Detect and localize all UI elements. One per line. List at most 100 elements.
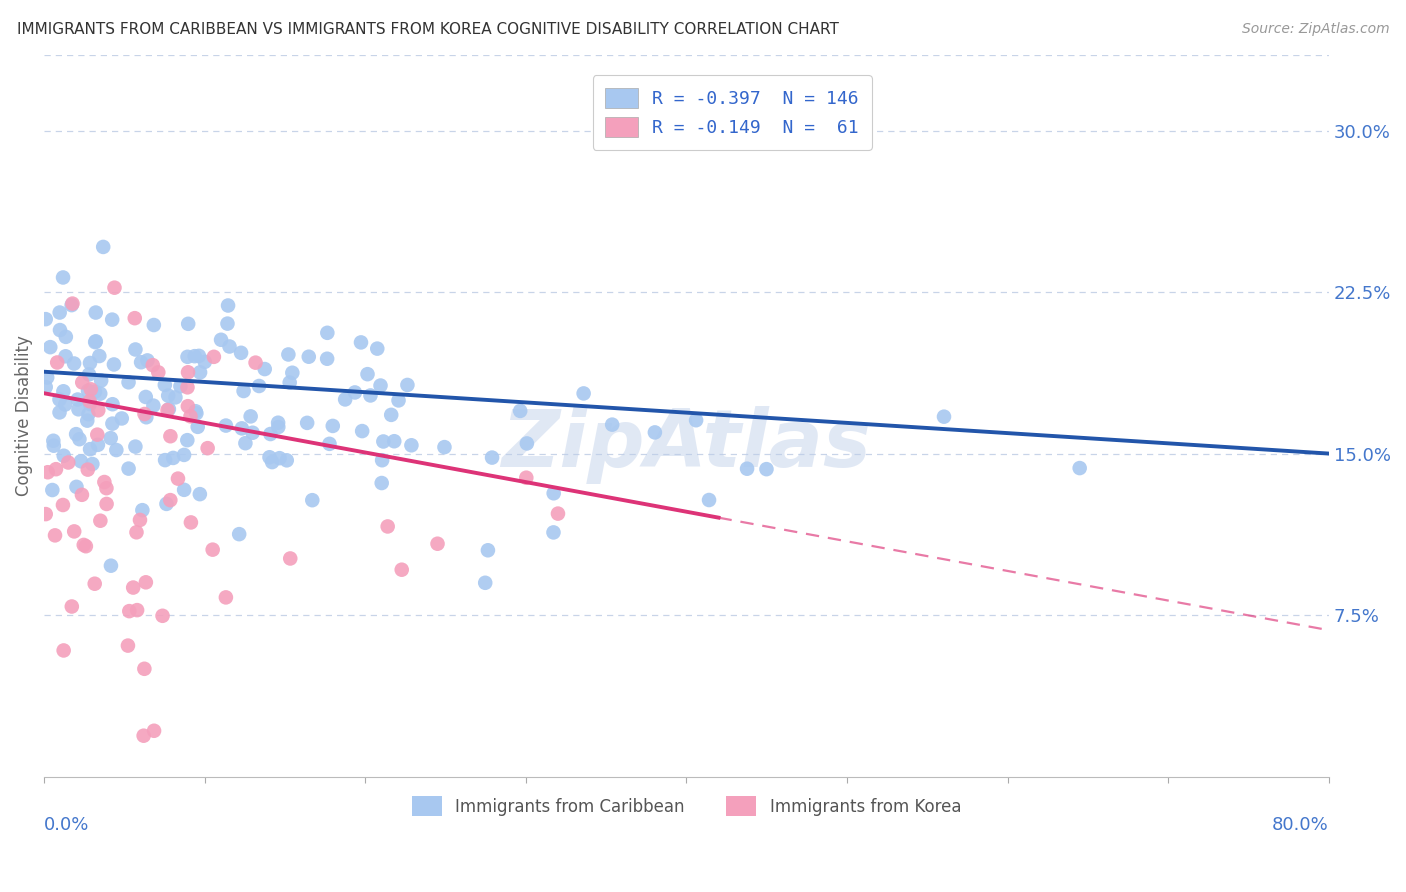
Point	[179, 409, 201, 424]
Point	[735, 461, 758, 475]
Point	[69, 432, 91, 446]
Point	[122, 581, 145, 595]
Point	[118, 604, 141, 618]
Point	[188, 365, 211, 379]
Point	[67, 402, 90, 417]
Point	[46, 355, 69, 369]
Point	[197, 441, 219, 455]
Point	[55, 349, 77, 363]
Point	[352, 424, 374, 438]
Point	[373, 434, 395, 449]
Point	[65, 427, 87, 442]
Point	[295, 416, 318, 430]
Point	[167, 472, 190, 486]
Point	[173, 448, 195, 462]
Point	[932, 409, 955, 424]
Point	[52, 498, 75, 512]
Point	[600, 417, 623, 432]
Point	[359, 388, 381, 402]
Point	[103, 281, 125, 295]
Point	[159, 429, 181, 443]
Point	[644, 425, 666, 440]
Point	[245, 356, 267, 370]
Point	[77, 384, 100, 398]
Point	[77, 407, 100, 421]
Text: Source: ZipAtlas.com: Source: ZipAtlas.com	[1241, 22, 1389, 37]
Point	[474, 575, 496, 590]
Point	[188, 487, 211, 501]
Point	[42, 434, 65, 448]
Point	[142, 318, 165, 332]
Point	[48, 405, 70, 419]
Point	[135, 575, 157, 590]
Point	[52, 643, 75, 657]
Y-axis label: Cognitive Disability: Cognitive Disability	[15, 335, 32, 496]
Point	[217, 317, 239, 331]
Point	[685, 413, 707, 427]
Point	[202, 350, 225, 364]
Point	[176, 350, 198, 364]
Text: IMMIGRANTS FROM CARIBBEAN VS IMMIGRANTS FROM KOREA COGNITIVE DISABILITY CORRELAT: IMMIGRANTS FROM CARIBBEAN VS IMMIGRANTS …	[17, 22, 839, 37]
Point	[117, 461, 139, 475]
Point	[96, 481, 118, 495]
Point	[124, 311, 146, 326]
Point	[298, 350, 321, 364]
Point	[80, 382, 103, 396]
Point	[124, 343, 146, 357]
Point	[201, 542, 224, 557]
Point	[129, 355, 152, 369]
Point	[239, 409, 262, 424]
Point	[52, 270, 75, 285]
Point	[481, 450, 503, 465]
Point	[70, 488, 93, 502]
Point	[242, 425, 264, 440]
Point	[232, 384, 254, 398]
Point	[90, 374, 112, 388]
Point	[278, 376, 301, 390]
Point	[44, 528, 66, 542]
Point	[124, 440, 146, 454]
Point	[101, 312, 124, 326]
Point	[153, 453, 176, 467]
Point	[35, 380, 58, 394]
Point	[100, 558, 122, 573]
Point	[276, 453, 298, 467]
Point	[177, 365, 200, 379]
Point	[35, 507, 58, 521]
Point	[76, 462, 98, 476]
Point	[515, 471, 537, 485]
Text: 80.0%: 80.0%	[1272, 816, 1329, 834]
Text: ZipAtlas: ZipAtlas	[502, 406, 872, 483]
Point	[259, 450, 281, 465]
Point	[49, 323, 72, 337]
Point	[350, 335, 373, 350]
Point	[391, 563, 413, 577]
Point	[572, 386, 595, 401]
Point	[278, 551, 301, 566]
Point	[87, 438, 110, 452]
Point	[72, 376, 94, 390]
Point	[77, 368, 100, 382]
Point	[516, 436, 538, 450]
Point	[103, 358, 125, 372]
Point	[117, 639, 139, 653]
Point	[53, 398, 76, 412]
Point	[134, 662, 156, 676]
Point	[136, 353, 159, 368]
Point	[155, 497, 177, 511]
Point	[218, 339, 240, 353]
Point	[101, 417, 124, 431]
Point	[157, 388, 180, 402]
Point	[73, 538, 96, 552]
Point	[79, 397, 101, 411]
Point	[187, 420, 209, 434]
Point	[35, 312, 58, 326]
Point	[396, 378, 419, 392]
Point	[63, 357, 86, 371]
Point	[79, 356, 101, 370]
Point	[165, 390, 187, 404]
Point	[70, 454, 93, 468]
Point	[148, 365, 170, 379]
Point	[387, 393, 409, 408]
Point	[343, 385, 366, 400]
